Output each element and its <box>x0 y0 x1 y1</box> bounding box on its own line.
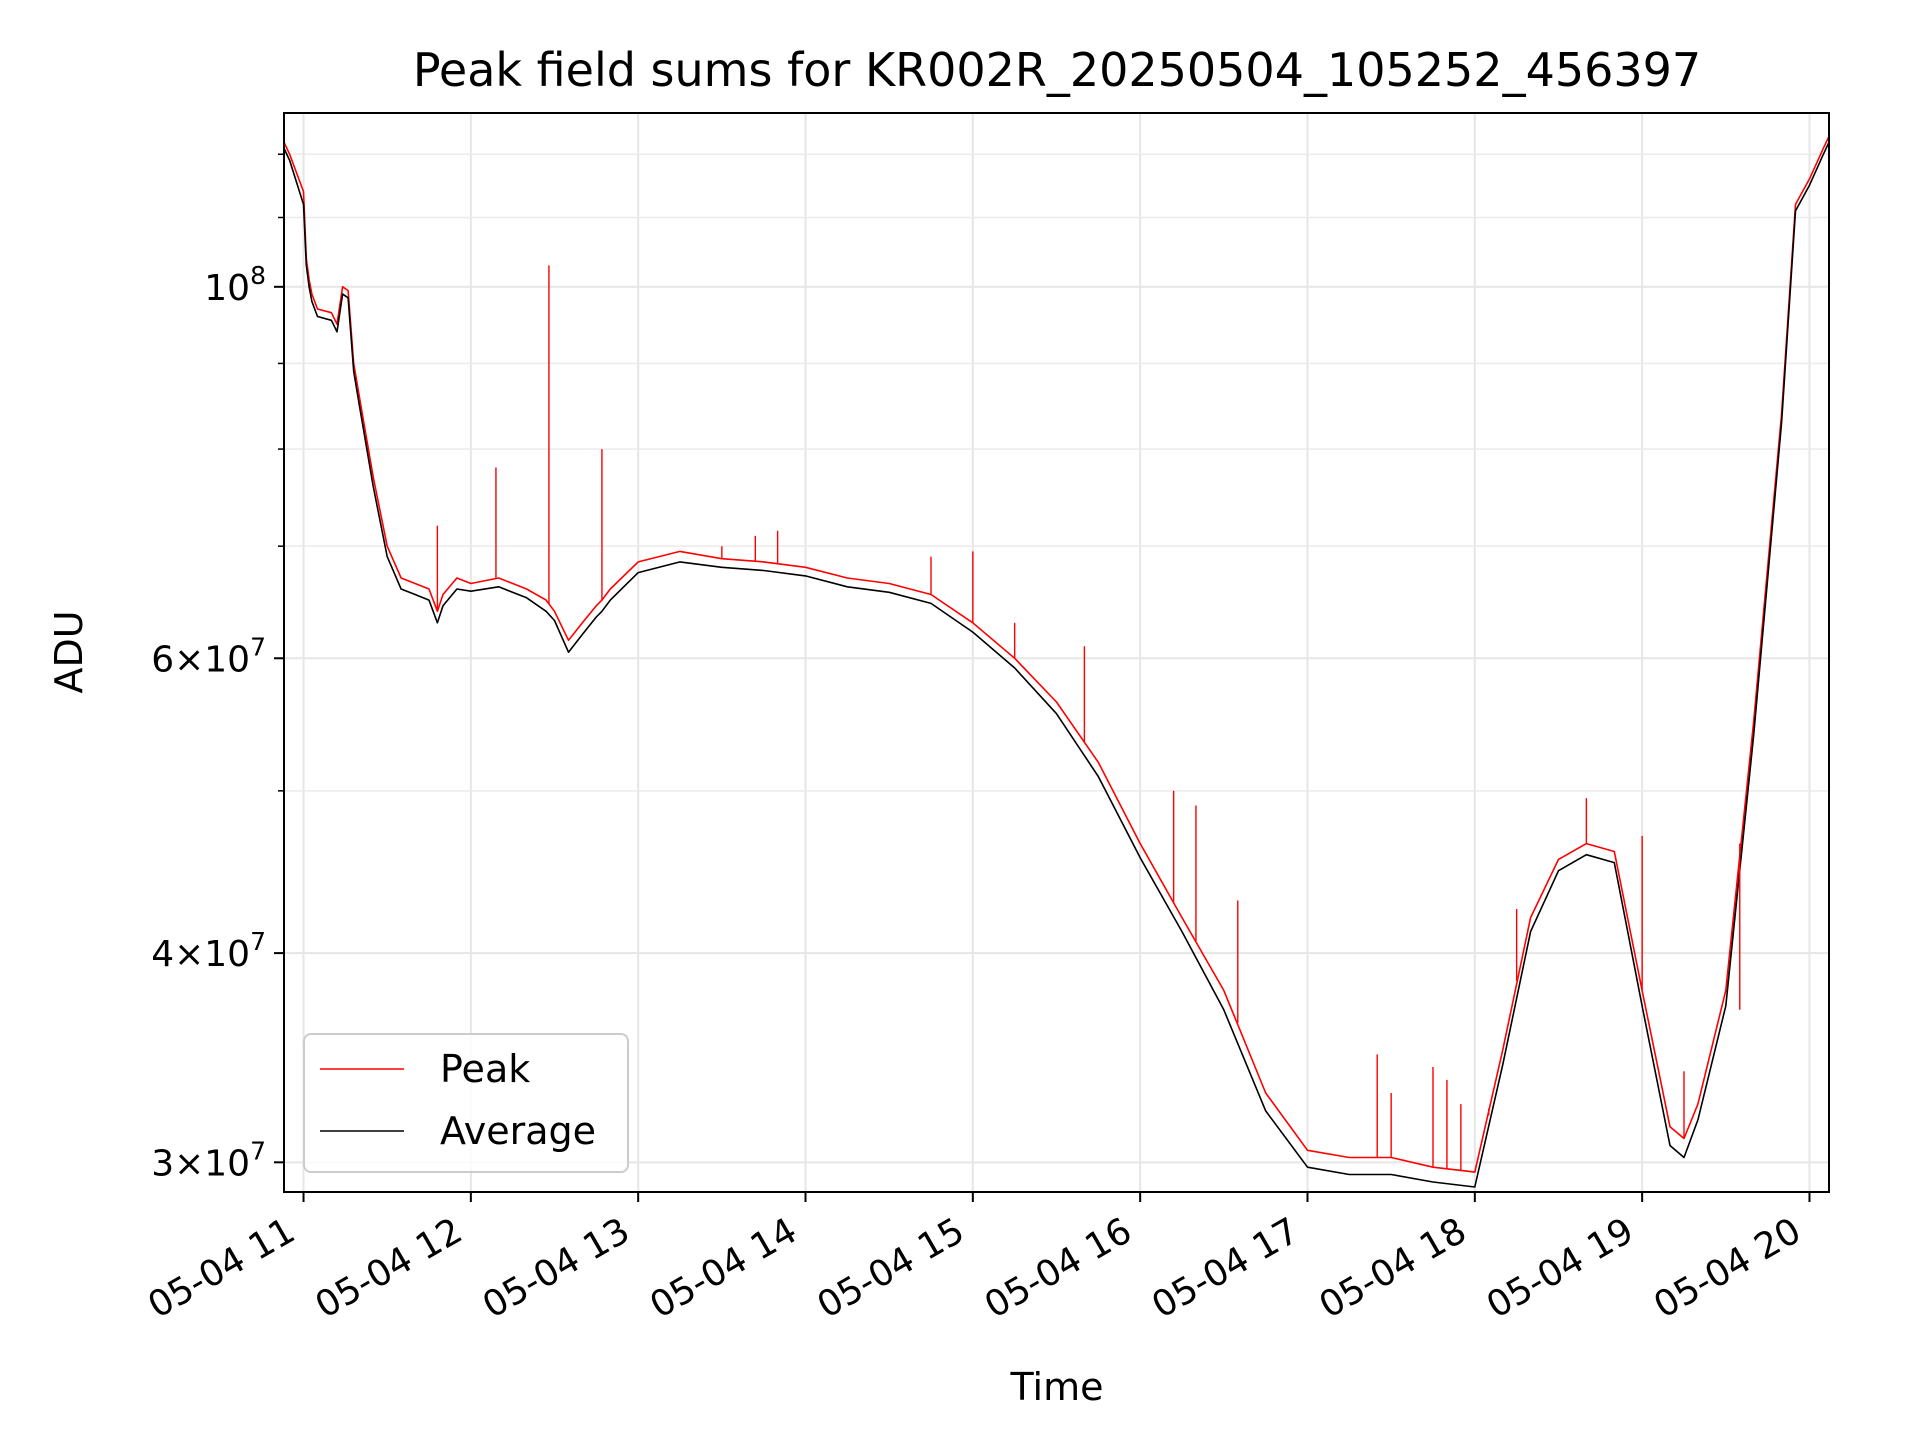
plot-frame <box>283 112 1830 1193</box>
plot-area <box>284 135 1829 1188</box>
legend-peak-label: Peak <box>440 1047 530 1091</box>
grid-lines <box>284 113 1829 1192</box>
series-line-average <box>284 141 1829 1188</box>
legend-average-label: Average <box>440 1109 596 1153</box>
y-tick-label: 108 <box>204 261 266 309</box>
series-line-peak <box>284 135 1829 1173</box>
x-axis-label: Time <box>1010 1365 1104 1409</box>
series-layer <box>284 135 1829 1188</box>
y-axis-label: ADU <box>47 610 91 693</box>
legend: Peak Average <box>303 1033 629 1173</box>
y-tick-label: 6×107 <box>151 632 266 680</box>
y-axis-ticks: 108 6×107 4×107 3×107 <box>151 153 284 1184</box>
y-tick-label: 4×107 <box>151 927 266 975</box>
y-tick-label: 3×107 <box>151 1136 266 1184</box>
chart-title: Peak field sums for KR002R_20250504_1052… <box>413 43 1701 97</box>
